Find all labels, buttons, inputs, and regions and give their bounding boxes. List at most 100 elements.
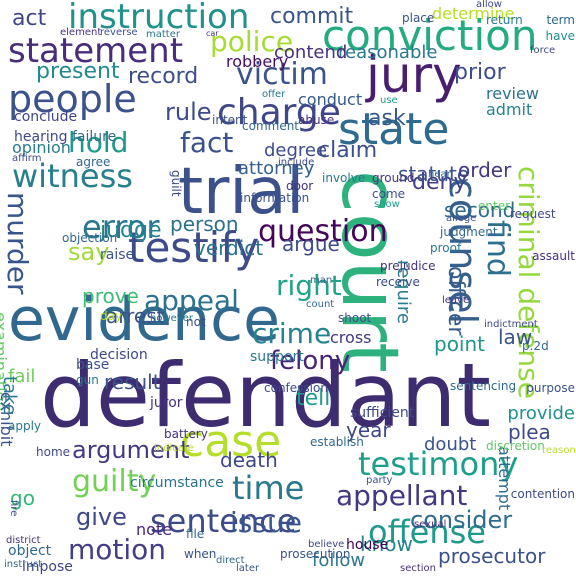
word: murder	[1, 192, 34, 295]
word: agree	[76, 155, 111, 169]
word: prejudice	[380, 259, 436, 273]
word: indictment	[484, 319, 538, 330]
word: day	[100, 309, 123, 323]
word: receive	[376, 275, 420, 289]
word: provide	[507, 403, 575, 424]
word: commit	[270, 4, 354, 29]
word: victim	[236, 57, 328, 92]
word: verdict	[194, 236, 264, 260]
word: abuse	[298, 113, 335, 127]
word: hearing	[14, 129, 68, 145]
word: leave	[442, 295, 470, 306]
word: hold	[68, 126, 129, 159]
word: argue	[282, 232, 340, 256]
word: follow	[312, 550, 366, 571]
word: indicate	[154, 443, 194, 454]
word: prosecutor	[438, 544, 546, 568]
word: rule	[165, 98, 212, 126]
word: count	[306, 299, 335, 310]
word: act	[12, 6, 47, 31]
word: people	[8, 77, 137, 121]
word: cross	[330, 328, 372, 347]
word: hear	[428, 169, 451, 180]
word: prior	[454, 60, 506, 85]
word: base	[76, 357, 110, 373]
word: attempt	[495, 446, 514, 511]
word: believe	[308, 539, 345, 550]
word: gun	[76, 373, 99, 387]
word: appeal	[144, 284, 239, 317]
word: person	[170, 212, 239, 236]
word: second	[444, 198, 516, 222]
word: proof	[430, 241, 462, 255]
word: ask	[368, 106, 406, 131]
word: failure	[72, 129, 117, 145]
word: say	[68, 238, 110, 266]
word: review	[486, 84, 539, 103]
word: instruct	[4, 559, 43, 570]
word: objection	[62, 231, 118, 245]
word: later	[236, 563, 260, 574]
word: judgment	[440, 225, 498, 239]
word: guilty	[72, 464, 157, 499]
word: circumstance	[130, 475, 224, 491]
word: sexual	[414, 519, 447, 530]
word: felony	[270, 346, 351, 376]
word: apply	[8, 419, 42, 433]
word: fail	[8, 366, 36, 387]
word: use	[380, 95, 398, 106]
word: discretion	[486, 439, 545, 453]
word: deny	[412, 170, 467, 195]
word: crime	[252, 317, 332, 350]
word: sentence	[150, 502, 297, 540]
word: information	[240, 191, 310, 205]
word: tell	[296, 386, 331, 411]
word: testimony	[358, 445, 519, 483]
word: question	[258, 214, 388, 249]
word: year	[346, 418, 391, 442]
word: opinion	[12, 138, 71, 157]
word: charge	[217, 92, 341, 133]
word: robbery	[226, 52, 289, 71]
word: force	[530, 45, 556, 56]
word: direct	[216, 555, 245, 566]
word: reverse	[100, 27, 138, 38]
word: sentencing	[450, 379, 517, 393]
word: door	[286, 179, 314, 193]
word: issue	[230, 506, 302, 539]
word: intent	[212, 113, 248, 127]
word: death	[220, 448, 278, 472]
word: testify	[128, 223, 260, 272]
word: know	[360, 532, 413, 556]
word: come	[372, 187, 406, 201]
word: claim	[318, 138, 378, 163]
word: criminal defense	[512, 166, 545, 399]
word: involve	[322, 171, 366, 185]
word: comment	[242, 119, 300, 133]
word: affirm	[12, 153, 42, 164]
word: give	[76, 503, 127, 531]
word: prosecution	[280, 547, 351, 561]
word: confession	[264, 381, 328, 395]
word: contend	[274, 42, 348, 63]
word: judge	[100, 218, 162, 243]
word: go	[10, 486, 35, 510]
word: defendant	[40, 344, 491, 447]
word: appellant	[336, 479, 468, 512]
word: plea	[508, 420, 551, 444]
word: ground	[372, 171, 415, 185]
word: return	[486, 13, 523, 27]
word: argument	[72, 436, 190, 464]
word: show	[374, 199, 400, 210]
word: fact	[180, 126, 234, 159]
word: fire	[8, 500, 19, 517]
word: prove	[82, 284, 139, 308]
word: include	[278, 157, 315, 168]
word: result	[104, 370, 161, 394]
word: when	[184, 547, 217, 561]
word: witness	[12, 157, 133, 195]
word: statute	[398, 162, 470, 186]
word: consider	[410, 506, 513, 534]
word: point	[434, 332, 486, 356]
word: sufficient	[350, 405, 415, 421]
